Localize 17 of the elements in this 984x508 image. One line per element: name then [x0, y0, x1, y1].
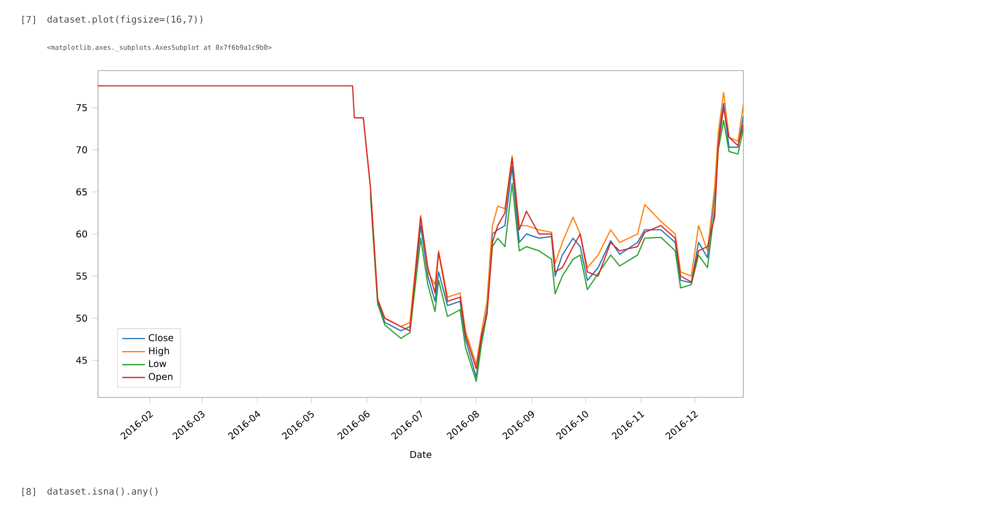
legend-label: Open	[148, 373, 172, 382]
y-tick-label: 55	[76, 272, 87, 280]
line-series	[98, 85, 744, 370]
legend-label: Low	[149, 360, 166, 368]
text: [7]	[22, 16, 36, 24]
y-tick-label: 50	[76, 314, 87, 322]
y-tick-label: 45	[76, 356, 87, 364]
text: [8]	[22, 488, 36, 496]
y-tick-label: 70	[76, 146, 87, 154]
legend-label: Close	[148, 334, 174, 342]
y-tick-label: 65	[76, 188, 87, 196]
x-axis-title: Date	[410, 451, 432, 458]
text: dataset.plot(figsize=(16,7))	[48, 15, 202, 25]
text: dataset.isna().any()	[48, 487, 158, 497]
y-tick-label: 60	[76, 230, 87, 238]
legend-label: High	[149, 347, 169, 356]
y-tick-label: 75	[76, 104, 87, 112]
